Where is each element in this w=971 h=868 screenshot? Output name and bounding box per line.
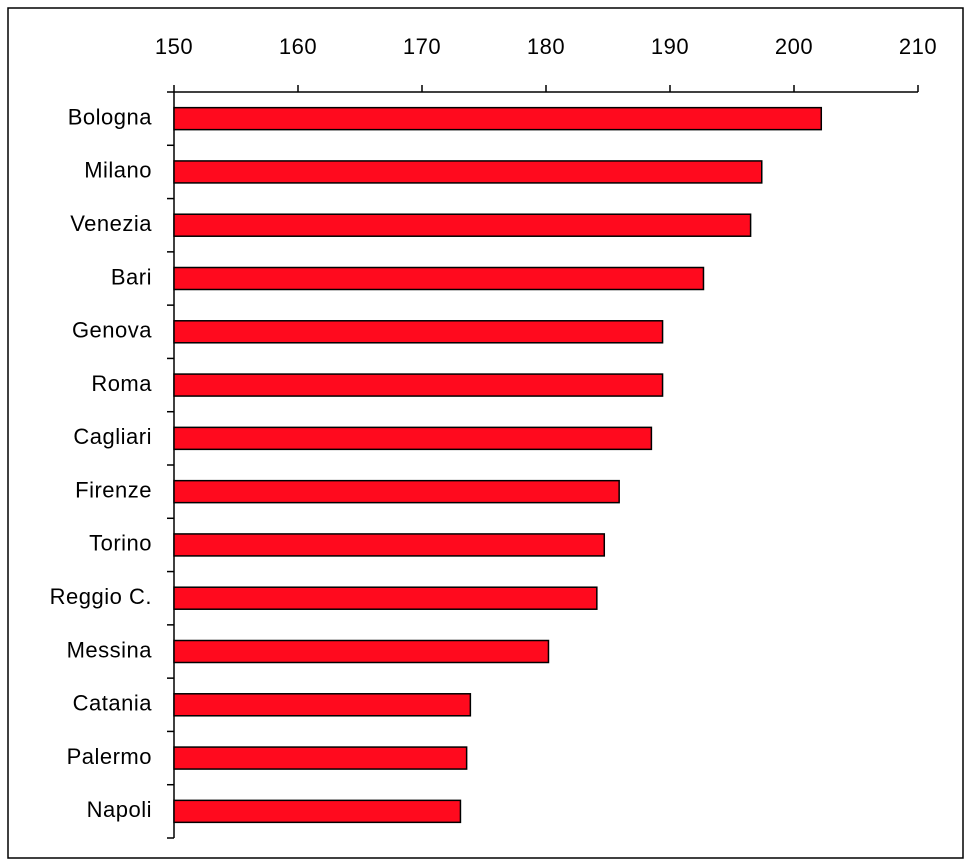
x-tick-label: 160 [279,34,317,59]
bar [173,160,763,184]
chart-frame [7,7,964,859]
bar [173,533,606,557]
x-tick-label: 210 [899,34,937,59]
bar [173,320,664,344]
y-tick-label: Messina [67,637,153,662]
x-tick-label: 150 [155,34,193,59]
bar [173,639,550,664]
bar [173,479,620,504]
y-tick-label: Cagliari [73,424,152,449]
y-tick-label: Roma [91,371,152,396]
bar [173,106,823,131]
y-tick-label: Torino [89,531,152,556]
bar [173,586,598,610]
bar [173,266,705,291]
y-tick-label: Napoli [87,797,152,822]
y-tick-label: Catania [73,691,153,716]
y-tick-label: Venezia [70,211,152,236]
bar [173,799,462,824]
x-tick-label: 190 [651,34,689,59]
bar [173,746,468,770]
x-tick-label: 170 [403,34,441,59]
bar [173,426,653,451]
y-tick-label: Palermo [67,744,152,769]
bar [173,373,664,397]
y-tick-label: Reggio C. [50,584,152,609]
y-tick-label: Firenze [75,477,152,502]
x-tick-label: 180 [527,34,565,59]
y-tick-label: Milano [84,158,152,183]
x-tick-label: 200 [775,34,813,59]
bar [173,213,752,237]
y-tick-label: Bologna [68,104,153,129]
bar [173,693,472,717]
y-tick-label: Genova [72,318,152,343]
y-tick-label: Bari [111,264,152,289]
